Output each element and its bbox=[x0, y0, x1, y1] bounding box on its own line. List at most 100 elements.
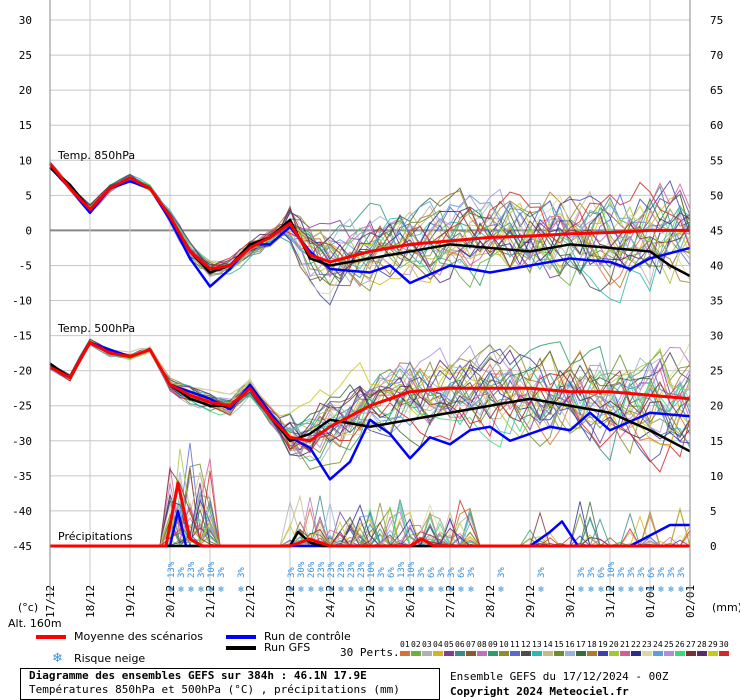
snow-pct-label: 3% bbox=[437, 567, 447, 578]
snowflake-icon: ❄ bbox=[458, 585, 464, 595]
snowflake-icon: ❄ bbox=[438, 585, 444, 595]
member-number: 02 bbox=[411, 640, 421, 649]
x-tick-label: 20/12 bbox=[164, 585, 177, 618]
member-number: 06 bbox=[455, 640, 465, 649]
member-swatch bbox=[653, 651, 663, 656]
snowflake-icon: ❄ bbox=[668, 585, 674, 595]
right-tick-label: 5 bbox=[710, 505, 717, 518]
right-tick-label: 60 bbox=[710, 119, 723, 132]
snowflake-icon: ❄ bbox=[328, 585, 334, 595]
left-tick-label: -5 bbox=[19, 259, 32, 272]
member-swatch bbox=[620, 651, 630, 656]
snow-pct-label: 10% bbox=[207, 561, 217, 578]
member-number: 21 bbox=[620, 640, 630, 649]
copyright: Copyright 2024 Meteociel.fr bbox=[450, 685, 629, 698]
snowflake-icon: ❄ bbox=[368, 585, 374, 595]
left-tick-label: 20 bbox=[19, 84, 32, 97]
snow-pct-label: 3% bbox=[497, 567, 507, 578]
x-tick-label: 24/12 bbox=[324, 585, 337, 618]
snowflake-icon: ❄ bbox=[348, 585, 354, 595]
snowflake-icon: ❄ bbox=[398, 585, 404, 595]
x-tick-label: 01/01 bbox=[644, 585, 657, 618]
snow-pct-label: 3% bbox=[287, 567, 297, 578]
member-number: 26 bbox=[675, 640, 685, 649]
right-tick-label: 25 bbox=[710, 365, 723, 378]
snowflake-icon: ❄ bbox=[308, 585, 314, 595]
member-number: 30 bbox=[719, 640, 729, 649]
snowflake-icon: ❄ bbox=[238, 585, 244, 595]
snow-pct-label: 3% bbox=[197, 567, 207, 578]
snow-pct-label: 3% bbox=[237, 567, 247, 578]
member-swatch bbox=[477, 651, 487, 656]
member-swatch bbox=[433, 651, 443, 656]
snowflake-icon: ❄ bbox=[418, 585, 424, 595]
snow-pct-label: 3% bbox=[467, 567, 477, 578]
member-number: 10 bbox=[499, 640, 509, 649]
snow-pct-label: 26% bbox=[307, 561, 317, 578]
snow-pct-label: 3% bbox=[577, 567, 587, 578]
x-tick-label: 19/12 bbox=[124, 585, 137, 618]
snowflake-icon: ❄ bbox=[658, 585, 664, 595]
x-tick-label: 29/12 bbox=[524, 585, 537, 618]
left-tick-label: -15 bbox=[12, 330, 32, 343]
member-swatch bbox=[466, 651, 476, 656]
snow-pct-label: 3% bbox=[637, 567, 647, 578]
member-number: 17 bbox=[576, 640, 586, 649]
right-tick-label: 70 bbox=[710, 49, 723, 62]
legend-mean: Moyenne des scénarios bbox=[74, 630, 203, 643]
member-line bbox=[49, 165, 691, 284]
series-precip-0 bbox=[50, 481, 690, 548]
x-tick-label: 25/12 bbox=[364, 585, 377, 618]
left-tick-label: -30 bbox=[12, 435, 32, 448]
snowflake-icon: ❄ bbox=[378, 585, 384, 595]
snowflake-icon: ❄ bbox=[318, 585, 324, 595]
right-tick-label: 0 bbox=[710, 540, 717, 553]
snow-pct-label: 3% bbox=[677, 567, 687, 578]
snowflake-icon: ❄ bbox=[448, 585, 454, 595]
right-unit: (mm) bbox=[712, 601, 740, 614]
left-tick-label: -45 bbox=[12, 540, 32, 553]
member-swatch bbox=[642, 651, 652, 656]
member-swatch bbox=[532, 651, 542, 656]
legend-snow: Risque neige bbox=[74, 652, 146, 665]
snowflake-icon: ❄ bbox=[408, 585, 414, 595]
member-swatch bbox=[686, 651, 696, 656]
x-tick-label: 21/12 bbox=[204, 585, 217, 618]
member-number: 11 bbox=[510, 640, 520, 649]
snow-pct-label: 23% bbox=[337, 561, 347, 578]
label-t500: Temp. 500hPa bbox=[57, 322, 135, 335]
info-subtitle: Températures 850hPa et 500hPa (°C) , pré… bbox=[29, 683, 400, 696]
snow-pct-label: 3% bbox=[657, 567, 667, 578]
member-number: 16 bbox=[565, 640, 575, 649]
snow-pct-label: 6% bbox=[597, 567, 607, 578]
snow-pct-label: 3% bbox=[417, 567, 427, 578]
member-number: 12 bbox=[521, 640, 531, 649]
members-count: 30 Perts. bbox=[340, 646, 400, 659]
member-swatch bbox=[675, 651, 685, 656]
member-number: 22 bbox=[631, 640, 641, 649]
gfs-swatch bbox=[226, 646, 256, 650]
snow-pct-label: 3% bbox=[177, 567, 187, 578]
x-tick-label: 26/12 bbox=[404, 585, 417, 618]
snow-pct-label: 23% bbox=[357, 561, 367, 578]
snowflake-icon: ❄ bbox=[428, 585, 434, 595]
member-number: 23 bbox=[642, 640, 652, 649]
left-tick-label: 25 bbox=[19, 49, 32, 62]
snow-risk-row: 13%❄3%❄23%❄3%❄10%❄3%❄3%❄3%❄30%❄26%❄23%❄2… bbox=[167, 561, 687, 595]
snow-pct-label: 13% bbox=[167, 561, 177, 578]
label-precip: Précipitations bbox=[58, 530, 133, 543]
snowflake-icon: ❄ bbox=[538, 585, 544, 595]
control-swatch bbox=[226, 635, 256, 639]
left-tick-label: -10 bbox=[12, 295, 32, 308]
snow-pct-label: 23% bbox=[327, 561, 337, 578]
member-number: 07 bbox=[466, 640, 476, 649]
snowflake-icon: ❄ bbox=[178, 585, 184, 595]
member-number: 09 bbox=[488, 640, 498, 649]
grid bbox=[49, 0, 691, 602]
right-tick-label: 45 bbox=[710, 224, 723, 237]
snow-pct-label: 3% bbox=[667, 567, 677, 578]
snow-pct-label: 3% bbox=[587, 567, 597, 578]
ensemble-label: Ensemble GEFS du 17/12/2024 - 00Z bbox=[450, 670, 669, 683]
member-number: 20 bbox=[609, 640, 619, 649]
snow-pct-label: 3% bbox=[377, 567, 387, 578]
